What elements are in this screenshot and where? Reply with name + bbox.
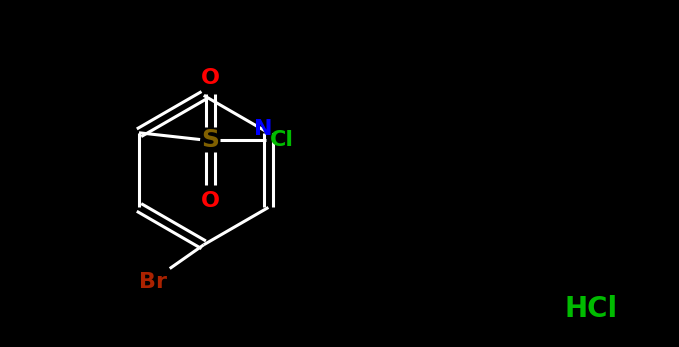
Text: Br: Br (139, 272, 167, 292)
Text: N: N (254, 119, 272, 139)
Text: HCl: HCl (564, 295, 617, 323)
Text: O: O (201, 68, 220, 88)
Text: S: S (201, 128, 219, 152)
Text: Cl: Cl (270, 129, 293, 150)
Text: O: O (201, 191, 220, 211)
